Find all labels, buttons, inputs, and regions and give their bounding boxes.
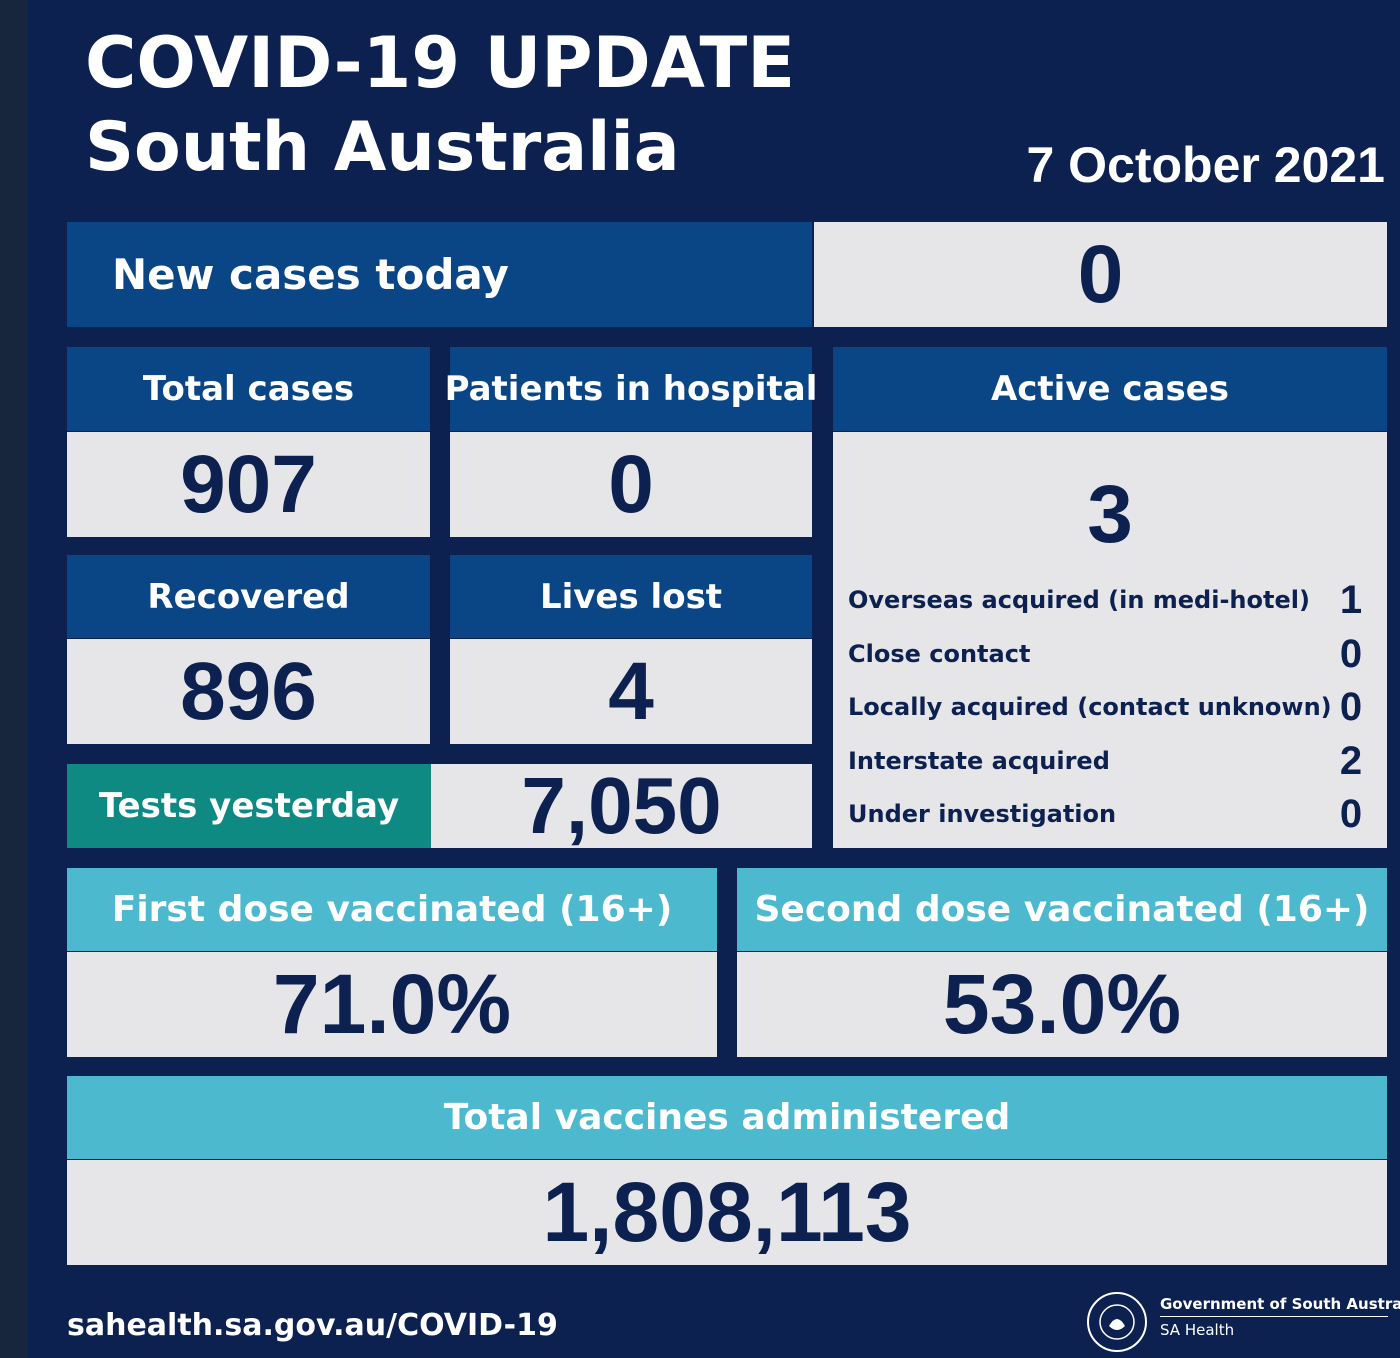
title: COVID-19 UPDATE — [85, 22, 796, 104]
value: 0 — [450, 432, 812, 537]
breakdown-label: Under investigation — [848, 800, 1117, 828]
breakdown-value: 0 — [1339, 685, 1363, 729]
label: Patients in hospital — [445, 347, 817, 431]
left-edge — [0, 0, 28, 1358]
breakdown-label: Overseas acquired (in medi-hotel) — [848, 586, 1310, 614]
breakdown-value: 0 — [1339, 631, 1363, 676]
url: sahealth.sa.gov.au/COVID-19 — [67, 1308, 558, 1343]
value: 896 — [67, 639, 430, 744]
label: First dose vaccinated (16+) — [67, 868, 717, 951]
subtitle: South Australia — [85, 108, 680, 187]
breakdown-label: Close contact — [848, 639, 1031, 668]
value: 71.0% — [67, 952, 717, 1057]
label: Total vaccines administered — [67, 1076, 1387, 1159]
logo — [1087, 1292, 1147, 1352]
value: 1,808,113 — [67, 1160, 1387, 1265]
label: New cases today — [67, 222, 812, 327]
value: 7,050 — [431, 761, 812, 850]
breakdown-label: Locally acquired (contact unknown) — [848, 693, 1332, 721]
label: Active cases — [833, 347, 1387, 431]
label: Lives lost — [450, 555, 812, 638]
breakdown-value: 2 — [1339, 738, 1363, 783]
value: 53.0% — [737, 952, 1387, 1057]
label: Total cases — [67, 347, 430, 431]
label: Recovered — [67, 555, 430, 638]
value: 3 — [833, 432, 1387, 848]
label: Second dose vaccinated (16+) — [737, 868, 1387, 951]
divider — [1160, 1316, 1388, 1317]
date: 7 October 2021 — [1026, 137, 1385, 193]
breakdown-label: Interstate acquired — [848, 746, 1110, 775]
value: 4 — [450, 639, 812, 744]
breakdown-value: 1 — [1339, 578, 1363, 622]
government: Government of South Australia — [1160, 1295, 1400, 1313]
value: 0 — [814, 222, 1387, 327]
label: Tests yesterday — [67, 764, 431, 848]
breakdown-value: 0 — [1339, 792, 1363, 836]
value: 907 — [67, 432, 430, 537]
department: SA Health — [1160, 1321, 1235, 1339]
